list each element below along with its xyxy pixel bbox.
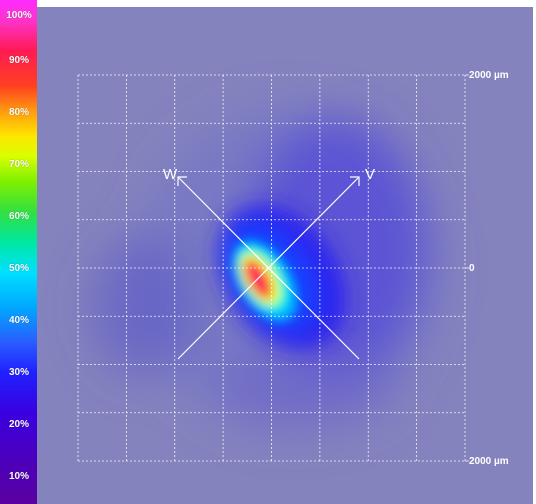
w-axis-label: W (163, 166, 178, 183)
scale-label-70: 70% (8, 159, 29, 170)
v-axis-arrowhead (350, 176, 360, 186)
scale-label-40: 40% (8, 315, 29, 326)
scale-center-label: 0 (469, 263, 475, 274)
scale-label-80: 80% (8, 107, 29, 118)
beam-core (232, 240, 298, 322)
scale-label-30: 30% (8, 367, 29, 378)
scale-label-10: 10% (8, 471, 29, 482)
beam-intensity-map (77, 74, 469, 462)
scale-label-100: 100% (6, 10, 32, 21)
beam-profile-panel[interactable]: W V 2000 µm 0 2000 µm (37, 7, 533, 504)
v-axis-label: V (365, 166, 376, 183)
scale-top-label: 2000 µm (469, 70, 509, 81)
v-axis-line (177, 176, 360, 360)
scale-label-90: 90% (8, 55, 29, 66)
scale-label-50: 50% (8, 263, 29, 274)
scale-label-20: 20% (8, 419, 29, 430)
scale-bottom-label: 2000 µm (469, 456, 509, 467)
scale-label-60: 60% (8, 211, 29, 222)
w-axis-arrowhead (177, 176, 187, 186)
intensity-color-scale: 100% 90% 80% 70% 60% 50% 40% 30% 20% 10% (0, 0, 37, 504)
v-w-axes (177, 176, 360, 360)
measurement-grid (77, 74, 469, 462)
